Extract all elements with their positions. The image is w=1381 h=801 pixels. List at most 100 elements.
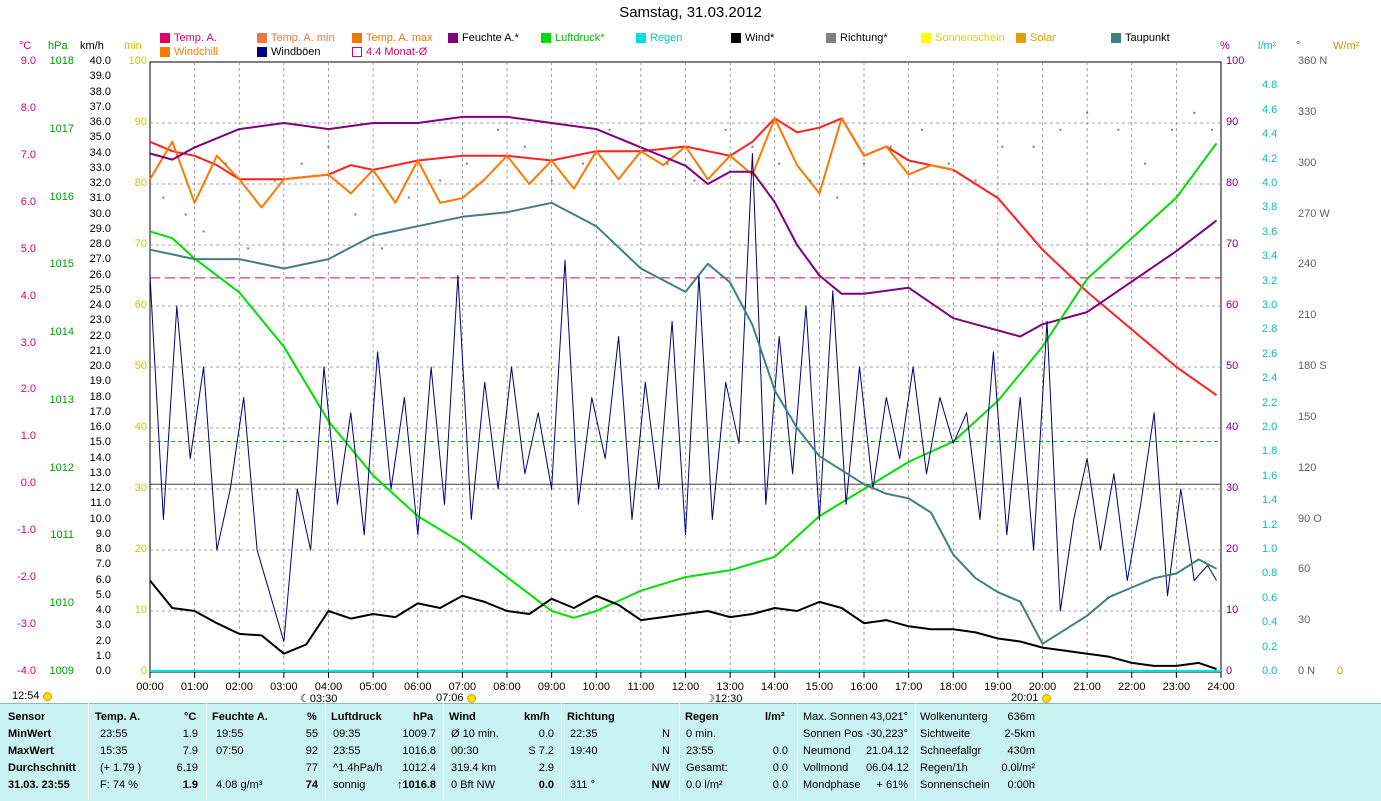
direction-tick: 330 (1298, 105, 1317, 118)
pressure-tick: 1013 (49, 393, 74, 406)
direction-point (354, 213, 357, 216)
wind-tick: 19.0 (89, 375, 111, 388)
direction-point (273, 179, 276, 182)
temp-tick: 4.0 (20, 289, 36, 302)
row-label: 31.03. 23:55 (8, 779, 70, 791)
direction-tick: 0 N (1298, 665, 1316, 677)
legend-swatch (636, 33, 646, 43)
legend-item: Temp. A. min (257, 32, 335, 44)
x-tick-label: 02:00 (225, 681, 253, 693)
rain-tick: 0.0 (1262, 665, 1278, 677)
wind-label: 319.4 km (451, 762, 497, 774)
series-taupunkt (149, 201, 1217, 645)
direction-point (863, 162, 865, 165)
sun-icon (42, 691, 52, 701)
temp-value: 1.9 (182, 728, 198, 740)
direction-point (1193, 111, 1196, 114)
legend-item: Sonnenschein (921, 32, 1005, 44)
pressure-tick: 1018 (49, 55, 74, 67)
legend-swatch (1111, 33, 1121, 43)
wind-tick: 32.0 (89, 177, 111, 189)
direction-point (809, 179, 812, 182)
hum-value: 92 (305, 745, 318, 757)
humidity-tick: 20 (1226, 543, 1239, 555)
x-tick-label: 22:00 (1118, 681, 1146, 693)
rain-tick: 2.2 (1262, 396, 1278, 409)
wind-tick: 3.0 (95, 619, 111, 632)
x-tick-label: 15:00 (806, 681, 834, 693)
wind-tick: 0.0 (95, 665, 111, 677)
astro-value: -30,223° (866, 728, 908, 740)
unit-wind: km/h (80, 40, 104, 52)
dir-time: 19:40 (570, 745, 598, 757)
header-temp: Temp. A. (95, 711, 141, 723)
wind-tick: 24.0 (89, 299, 111, 311)
direction-point (1144, 162, 1147, 165)
wind-tick: 34.0 (89, 146, 111, 159)
hum-time: 19:55 (216, 728, 244, 740)
wind-tick: 12.0 (89, 482, 111, 494)
unit-direction: ° (1296, 40, 1301, 52)
wind-tick: 40.0 (89, 55, 111, 67)
temp-value: 1.9 (182, 779, 198, 791)
wind-value: S 7.2 (528, 745, 554, 757)
wind-tick: 5.0 (95, 588, 111, 601)
astro-value: 43,021° (869, 711, 908, 723)
legend-label: Wind* (745, 32, 775, 44)
header-rain-unit: l/m² (765, 711, 785, 723)
rain-tick: 2.4 (1262, 372, 1278, 385)
x-tick-label: 10:00 (582, 681, 610, 693)
rain-tick: 1.6 (1262, 469, 1278, 482)
rain-tick: 3.8 (1262, 201, 1278, 214)
press-value: ↑1016.8 (396, 779, 436, 791)
row-label: MinWert (8, 728, 52, 740)
legend-item: Temp. A. (160, 32, 217, 44)
direction-tick: 210 (1298, 309, 1317, 322)
wind-tick: 38.0 (89, 85, 111, 98)
unit-humidity: % (1220, 40, 1230, 52)
legend-swatch (352, 47, 362, 57)
chart-title: Samstag, 31.03.2012 (619, 4, 762, 21)
wind-tick: 27.0 (89, 253, 111, 266)
legend-item: Solar (1016, 32, 1056, 44)
rain-tick: 3.2 (1262, 274, 1278, 287)
legend-label: Taupunkt (1125, 32, 1170, 44)
moonrise-marker: ☽12:30 (705, 693, 743, 705)
direction-point (778, 162, 781, 165)
hum-value: 77 (305, 762, 318, 774)
extra-value: 0.0l/m² (1001, 762, 1035, 774)
chart-svg: 00:00 01:00 02:00 03:00 04:00 05:00 06:00 07:00… (136, 61, 1235, 693)
rain-tick: 0.2 (1262, 640, 1278, 653)
wind-tick: 31.0 (89, 192, 111, 205)
temp-tick: -4.0 (17, 665, 36, 677)
hum-value: 55 (305, 728, 318, 740)
x-tick-label: 01:00 (181, 681, 209, 693)
x-tick-label: 17:00 (895, 681, 923, 693)
rain-tick: 4.8 (1262, 79, 1278, 92)
extra-label: Sonnenschein (920, 779, 990, 791)
humidity-tick: 100 (1226, 55, 1245, 67)
humidity-tick: 10 (1226, 604, 1239, 616)
rain-tick: 0.4 (1262, 616, 1278, 629)
temp-tick: 5.0 (20, 242, 36, 255)
rain-tick: 1.4 (1262, 494, 1278, 507)
header-dir: Richtung (567, 711, 615, 723)
direction-point (751, 145, 754, 148)
temp-tick: 2.0 (20, 383, 36, 396)
extra-value: 2-5km (1004, 728, 1035, 740)
direction-point (1211, 128, 1214, 131)
legend-item: 4.4 Monat-Ø (352, 46, 427, 58)
legend-swatch (826, 33, 836, 43)
legend-item: Wind* (731, 32, 774, 44)
direction-tick: 120 (1298, 461, 1317, 474)
temp-tick: 3.0 (20, 336, 36, 349)
humidity-tick: 0 (1226, 665, 1233, 677)
wind-label: 0 Bft NW (451, 779, 496, 791)
direction-tick: 300 (1298, 156, 1317, 169)
rain-tick: 3.0 (1262, 299, 1278, 311)
legend-label: Sonnenschein (935, 32, 1005, 44)
temp-time: F: 74 % (100, 779, 138, 791)
wind-tick: 22.0 (89, 329, 111, 342)
sun-tick: 30 (134, 482, 147, 494)
rain-tick: 4.0 (1262, 177, 1278, 189)
